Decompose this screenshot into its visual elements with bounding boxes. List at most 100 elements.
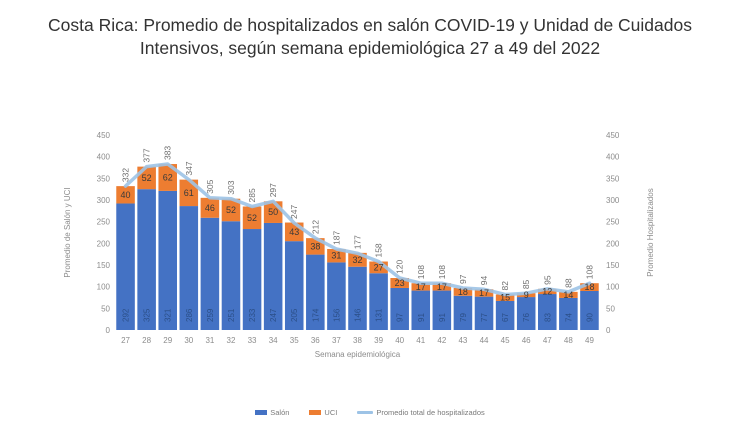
label-uci-40: 23 (395, 278, 405, 288)
x-tick-36: 36 (311, 336, 320, 345)
bar-uci-39 (369, 261, 388, 274)
y-tick-left-50: 50 (101, 304, 110, 313)
y-tick-right-150: 150 (606, 261, 620, 270)
legend: Salón UCI Promedio total de hospitalizad… (0, 408, 740, 417)
x-tick-46: 46 (522, 336, 531, 345)
x-tick-28: 28 (142, 336, 151, 345)
y-tick-right-0: 0 (606, 326, 611, 335)
label-salon-42: 91 (438, 313, 447, 322)
bar-uci-49 (580, 283, 599, 291)
bar-uci-46 (516, 293, 536, 298)
bar-salon-41 (411, 290, 431, 330)
x-tick-27: 27 (121, 336, 130, 345)
y-tick-right-300: 300 (606, 196, 620, 205)
y-tick-left-300: 300 (97, 196, 111, 205)
bar-salon-32 (221, 221, 241, 330)
x-tick-42: 42 (437, 336, 446, 345)
y-tick-left-0: 0 (106, 326, 111, 335)
label-uci-36: 38 (310, 241, 320, 251)
y-tick-right-450: 450 (606, 131, 620, 140)
x-tick-35: 35 (290, 336, 299, 345)
label-salon-32: 251 (227, 308, 236, 322)
label-uci-37: 31 (331, 251, 341, 261)
bar-uci-47 (538, 288, 557, 295)
bar-salon-48 (559, 297, 578, 330)
x-tick-37: 37 (332, 336, 341, 345)
bar-uci-37 (327, 248, 346, 263)
bar-uci-41 (411, 283, 431, 291)
bar-uci-27 (116, 186, 135, 204)
label-salon-38: 146 (354, 308, 363, 322)
x-tick-34: 34 (269, 336, 278, 345)
label-salon-39: 131 (375, 308, 384, 322)
bar-uci-48 (559, 291, 578, 298)
x-tick-44: 44 (480, 336, 489, 345)
legend-swatch-total (357, 411, 374, 414)
bar-salon-44 (474, 296, 494, 330)
label-total-49: 108 (584, 265, 594, 279)
y-axis-title-right: Promedio Hospitalizados (646, 188, 655, 277)
label-total-43: 97 (458, 274, 468, 284)
legend-label-salon: Salón (270, 408, 290, 417)
label-salon-49: 90 (585, 313, 594, 322)
label-salon-41: 91 (417, 313, 426, 322)
label-uci-35: 43 (289, 227, 299, 237)
label-total-44: 94 (479, 276, 489, 286)
bar-salon-49 (580, 291, 599, 330)
label-salon-35: 205 (290, 308, 299, 322)
label-salon-45: 67 (501, 313, 510, 322)
y-axis-title-left: Promedio de Salón y UCI (63, 187, 72, 277)
label-total-29: 383 (163, 146, 173, 160)
label-total-28: 377 (142, 148, 152, 162)
label-salon-37: 156 (332, 308, 341, 322)
x-tick-32: 32 (227, 336, 236, 345)
y-tick-right-350: 350 (606, 174, 620, 183)
bar-salon-39 (369, 273, 388, 330)
label-total-48: 88 (563, 278, 573, 288)
label-uci-39: 27 (374, 262, 384, 272)
label-salon-30: 286 (185, 308, 194, 322)
label-total-35: 247 (289, 205, 299, 219)
label-uci-28: 52 (142, 173, 152, 183)
label-total-41: 108 (416, 265, 426, 279)
label-salon-33: 233 (248, 308, 257, 322)
bar-uci-45 (495, 294, 515, 301)
chart-title-line-2: Intensivos, según semana epidemiológica … (139, 38, 601, 58)
label-total-27: 332 (121, 168, 131, 182)
label-total-40: 120 (395, 260, 405, 274)
x-tick-49: 49 (585, 336, 594, 345)
label-uci-38: 32 (352, 255, 362, 265)
x-tick-33: 33 (248, 336, 257, 345)
y-tick-right-250: 250 (606, 218, 620, 227)
legend-item-salon: Salón (255, 408, 289, 417)
label-uci-44: 17 (479, 288, 489, 298)
label-uci-34: 50 (268, 207, 278, 217)
x-tick-43: 43 (458, 336, 467, 345)
y-tick-left-250: 250 (97, 218, 111, 227)
bar-salon-34 (263, 222, 283, 330)
bar-uci-30 (179, 179, 199, 207)
label-uci-32: 52 (226, 205, 236, 215)
bar-salon-31 (200, 217, 220, 330)
chart-title: Costa Rica: Promedio de hospitalizados e… (0, 14, 740, 60)
x-tick-45: 45 (501, 336, 510, 345)
x-tick-41: 41 (416, 336, 425, 345)
label-uci-43: 18 (458, 287, 468, 297)
label-salon-48: 74 (564, 313, 573, 322)
bar-salon-38 (348, 266, 367, 330)
label-total-46: 85 (521, 279, 531, 289)
label-salon-40: 97 (396, 313, 405, 322)
label-uci-49: 18 (584, 282, 594, 292)
x-tick-31: 31 (205, 336, 214, 345)
label-salon-34: 247 (269, 308, 278, 322)
bar-uci-32 (221, 198, 241, 222)
y-tick-right-200: 200 (606, 239, 620, 248)
x-axis-title: Semana epidemiológica (315, 350, 401, 359)
x-tick-38: 38 (353, 336, 362, 345)
bar-uci-31 (200, 197, 220, 218)
bar-uci-42 (432, 283, 452, 291)
y-tick-right-50: 50 (606, 304, 615, 313)
bar-salon-45 (495, 300, 515, 330)
y-tick-left-400: 400 (97, 153, 111, 162)
label-uci-41: 17 (416, 282, 426, 292)
